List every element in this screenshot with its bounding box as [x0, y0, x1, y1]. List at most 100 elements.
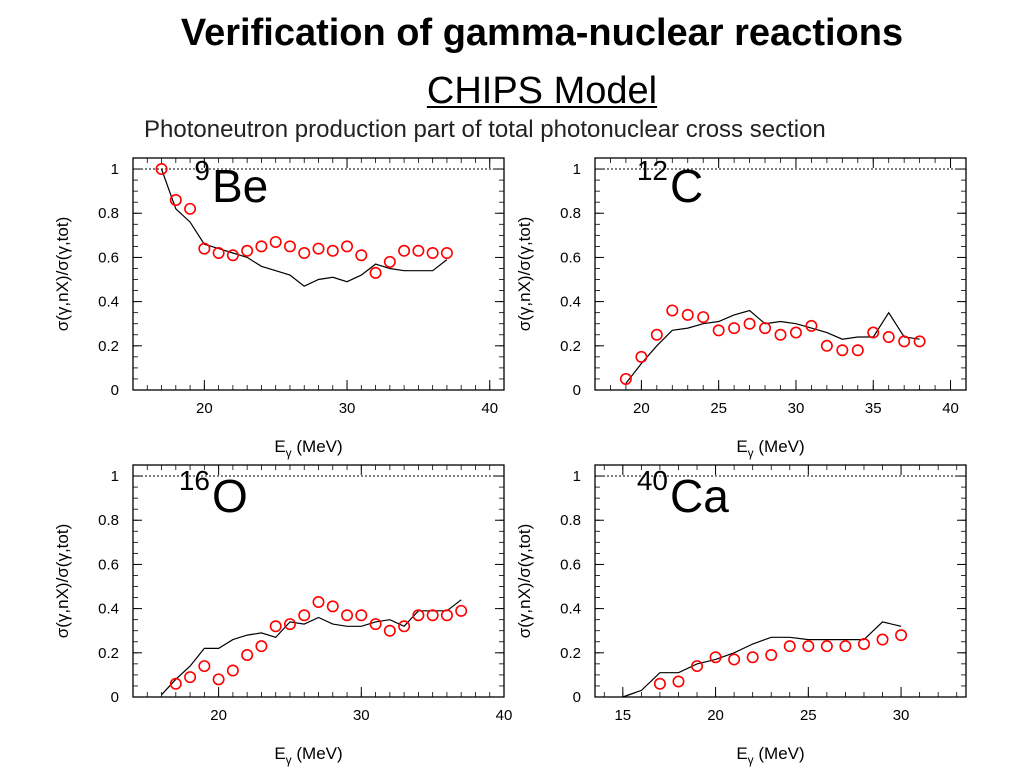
y-axis-label: σ(γ,nX)/σ(γ,tot)	[515, 524, 534, 639]
y-tick-label: 0.8	[560, 205, 581, 222]
nucleus-mass-number: 16	[179, 465, 210, 496]
y-tick-label: 0.2	[560, 338, 581, 355]
y-tick-label: 0	[573, 689, 581, 706]
nucleus-symbol: Be	[212, 160, 268, 212]
y-tick-label: 0.4	[560, 294, 581, 311]
x-tick-label: 25	[800, 707, 817, 724]
x-tick-label: 40	[496, 707, 513, 724]
data-point	[836, 344, 849, 357]
y-tick-label: 0.6	[560, 249, 581, 266]
data-point	[691, 660, 704, 673]
x-axis-label: Eγ (MeV)	[274, 437, 342, 460]
model-line	[625, 309, 920, 384]
nucleus-mass-number: 40	[637, 465, 668, 496]
data-point	[666, 304, 679, 317]
data-point	[355, 249, 368, 262]
data-point	[269, 620, 282, 633]
data-point	[653, 677, 666, 690]
y-axis-label: σ(γ,nX)/σ(γ,tot)	[53, 524, 72, 639]
data-point	[341, 609, 354, 622]
x-axis-label: Eγ (MeV)	[274, 744, 342, 767]
data-point	[426, 247, 439, 260]
slide-subtitle: CHIPS Model	[426, 70, 658, 112]
data-point	[712, 324, 725, 337]
data-point	[241, 244, 254, 257]
data-point	[774, 328, 787, 341]
model-line	[161, 599, 462, 696]
data-point	[876, 633, 889, 646]
y-tick-label: 0.2	[98, 338, 119, 355]
y-tick-label: 0.2	[98, 645, 119, 662]
data-point	[789, 326, 802, 339]
data-point	[426, 609, 439, 622]
data-point	[913, 335, 926, 348]
nucleus-symbol: Ca	[670, 470, 729, 522]
data-point	[355, 609, 368, 622]
data-point	[672, 675, 685, 688]
data-point	[746, 651, 759, 664]
data-point	[851, 344, 864, 357]
data-point	[805, 319, 818, 332]
data-point	[681, 308, 694, 321]
x-tick-label: 30	[339, 400, 356, 417]
data-point	[759, 322, 772, 335]
data-point	[155, 163, 168, 176]
y-tick-label: 0	[111, 689, 119, 706]
y-tick-label: 0.4	[560, 601, 581, 618]
data-point	[895, 629, 908, 642]
chart-panel-be: 0 0.2 0.4 0.6 0.8 1 20 30 40 Eγ (MeV) σ(γ,nX)/σ(γ,…	[53, 155, 505, 460]
data-point	[312, 595, 325, 608]
data-point	[169, 677, 182, 690]
y-tick-label: 0.6	[98, 249, 119, 266]
data-point	[398, 620, 411, 633]
data-point	[255, 240, 268, 253]
data-point	[212, 673, 225, 686]
nucleus-symbol: C	[670, 160, 703, 212]
data-point	[867, 326, 880, 339]
data-point	[898, 335, 911, 348]
plot-frame	[594, 464, 967, 698]
data-point	[783, 640, 796, 653]
y-tick-label: 0.8	[98, 205, 119, 222]
data-point	[697, 311, 710, 324]
data-point	[326, 600, 339, 613]
data-point	[412, 609, 425, 622]
x-tick-label: 20	[707, 707, 724, 724]
data-point	[226, 664, 239, 677]
y-tick-label: 0.8	[98, 512, 119, 529]
data-point	[709, 651, 722, 664]
x-tick-label: 40	[942, 400, 959, 417]
nucleus-mass-number: 9	[194, 155, 210, 186]
data-point	[455, 604, 468, 617]
y-tick-label: 0.6	[98, 556, 119, 573]
data-point	[283, 240, 296, 253]
y-tick-label: 1	[111, 468, 119, 485]
y-tick-label: 0.2	[560, 645, 581, 662]
data-point	[383, 255, 396, 268]
data-point	[198, 242, 211, 255]
data-point	[369, 618, 382, 631]
data-point	[619, 372, 632, 385]
plot-frame	[594, 157, 967, 391]
y-tick-label: 0.6	[560, 556, 581, 573]
data-point	[728, 322, 741, 335]
x-tick-label: 25	[710, 400, 727, 417]
data-point	[298, 247, 311, 260]
y-axis-label: σ(γ,nX)/σ(γ,tot)	[515, 217, 534, 332]
y-tick-label: 1	[573, 468, 581, 485]
x-tick-label: 20	[196, 400, 213, 417]
x-axis-label: Eγ (MeV)	[736, 744, 804, 767]
data-point	[312, 242, 325, 255]
nucleus-symbol: O	[212, 470, 248, 522]
x-tick-label: 15	[614, 707, 631, 724]
data-point	[369, 266, 382, 279]
x-tick-label: 30	[893, 707, 910, 724]
data-point	[184, 671, 197, 684]
x-tick-label: 30	[788, 400, 805, 417]
x-tick-label: 40	[481, 400, 498, 417]
chart-panel-ca: 0 0.2 0.4 0.6 0.8 1 15 20 25 30 Eγ (MeV) σ(γ,nX)/σ(…	[515, 464, 967, 767]
data-point	[820, 339, 833, 352]
data-point	[440, 609, 453, 622]
data-point	[298, 609, 311, 622]
